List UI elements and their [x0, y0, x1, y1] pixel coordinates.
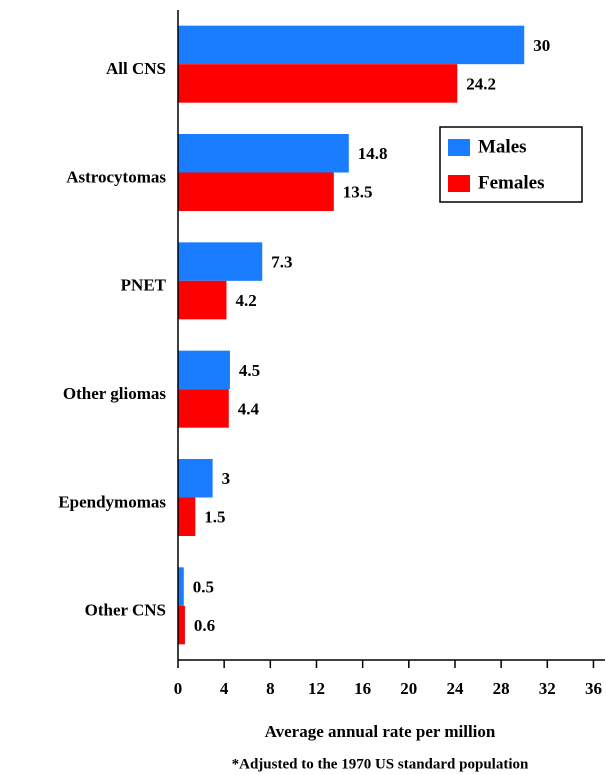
bar [178, 25, 525, 65]
y-tick-label: Other gliomas [63, 384, 166, 403]
bar [178, 389, 229, 428]
y-tick-label: Other CNS [85, 601, 166, 620]
y-tick-label: PNET [121, 276, 167, 295]
data-label: 4.5 [239, 361, 260, 380]
bar [178, 134, 349, 173]
data-label: 30 [533, 36, 550, 55]
x-tick-label: 28 [493, 679, 510, 698]
bar [178, 64, 458, 103]
footnote: *Adjusted to the 1970 US standard popula… [232, 756, 529, 772]
bar [178, 280, 227, 320]
x-tick-label: 4 [220, 679, 229, 698]
legend-swatch [448, 175, 470, 192]
x-tick-label: 8 [266, 679, 275, 698]
data-label: 24.2 [466, 74, 496, 93]
data-label: 1.5 [204, 508, 225, 527]
legend-label: Males [478, 136, 527, 157]
data-label: 14.8 [358, 144, 388, 163]
bar [178, 605, 185, 645]
data-label: 3 [222, 469, 231, 488]
x-tick-label: 12 [308, 679, 325, 698]
bar [178, 350, 230, 390]
data-label: 7.3 [271, 252, 292, 271]
data-label: 0.6 [194, 616, 215, 635]
legend-swatch [448, 139, 470, 156]
legend-label: Females [478, 172, 544, 193]
data-label: 4.4 [238, 399, 260, 418]
data-label: 13.5 [343, 183, 373, 202]
x-tick-label: 32 [539, 679, 556, 698]
bar [178, 242, 263, 281]
x-tick-label: 16 [354, 679, 371, 698]
x-tick-label: 24 [446, 679, 464, 698]
y-tick-label: Astrocytomas [66, 167, 166, 186]
data-label: 0.5 [193, 577, 214, 596]
bar [178, 172, 334, 211]
x-tick-label: 20 [400, 679, 417, 698]
x-tick-label: 0 [174, 679, 183, 698]
x-axis-title: Average annual rate per million [265, 722, 496, 741]
x-tick-label: 36 [585, 679, 602, 698]
y-tick-label: Ependymomas [58, 492, 166, 511]
bar [178, 497, 196, 536]
bar [178, 567, 184, 606]
y-tick-label: All CNS [106, 59, 166, 78]
bar [178, 459, 213, 498]
data-label: 4.2 [235, 291, 256, 310]
